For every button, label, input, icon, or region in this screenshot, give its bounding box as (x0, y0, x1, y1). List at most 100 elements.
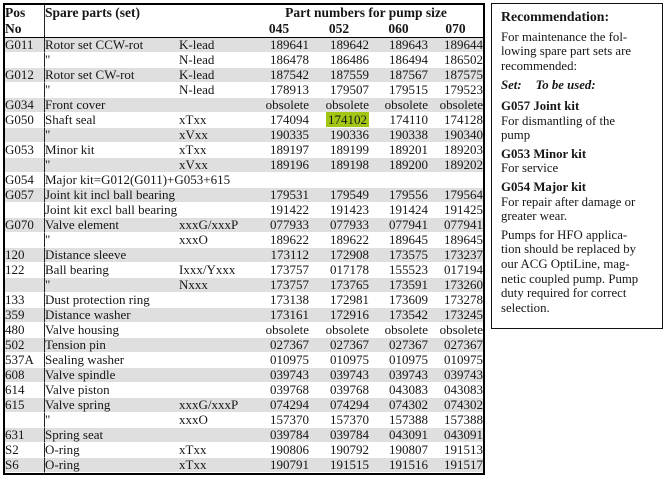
part-number-cell-060 (369, 173, 428, 188)
table-row: 608 Valve spindle 039743 039743 039743 0… (5, 368, 483, 383)
table-row: G057 Joint kit incl ball bearing 179531 … (5, 188, 483, 203)
part-number-cell-070: 173237 (428, 248, 483, 263)
part-number-cell-070: 174128 (428, 113, 483, 128)
part-number-cell-045: 039743 (249, 368, 309, 383)
part-number-cell-060: 173542 (369, 308, 428, 323)
part-number-cell-045: 187542 (249, 68, 309, 83)
part-number-cell-060: 186494 (369, 53, 428, 68)
pos-no-cell (5, 233, 45, 248)
part-number-value: 190792 (330, 442, 369, 457)
part-number-value: 027367 (330, 337, 369, 352)
variant-cell (179, 338, 249, 353)
part-number-cell-060: 173591 (369, 278, 428, 293)
table-row: S6 O-ring xTxx 190791 191515 191516 1915… (5, 458, 483, 473)
part-number-cell-052: 074294 (309, 398, 369, 413)
part-number-value: 027367 (444, 337, 483, 352)
part-number-value: 010975 (389, 352, 428, 367)
part-number-value: 179507 (330, 82, 369, 97)
pos-no-cell: 631 (5, 428, 45, 443)
part-number-cell-045: 191422 (249, 203, 309, 218)
pos-no-cell: G053 (5, 143, 45, 158)
part-number-cell-052: 179549 (309, 188, 369, 203)
pos-no-cell: 537A (5, 353, 45, 368)
part-number-value: 077933 (330, 217, 369, 232)
part-name-cell: Shaft seal (45, 113, 179, 128)
pos-no-cell (5, 128, 45, 143)
part-number-value: obsolete (325, 322, 369, 337)
pos-no-cell (5, 83, 45, 98)
part-number-value: 191516 (389, 457, 428, 472)
part-number-cell-060: 190807 (369, 443, 428, 458)
part-number-value: 179556 (389, 187, 428, 202)
part-number-value: obsolete (325, 97, 369, 112)
part-name-cell: Valve element (45, 218, 179, 233)
part-number-value: 173757 (270, 277, 309, 292)
part-number-cell-045: 190335 (249, 128, 309, 143)
variant-cell (179, 308, 249, 323)
part-name-cell: " (45, 233, 179, 248)
part-name-cell: O-ring (45, 443, 179, 458)
part-number-cell-060: 027367 (369, 338, 428, 353)
part-number-cell-060: 191424 (369, 203, 428, 218)
part-number-value: 187542 (270, 67, 309, 82)
table-row: G034 Front cover obsolete obsolete obsol… (5, 98, 483, 113)
variant-cell (179, 323, 249, 338)
part-number-value: 039743 (389, 367, 428, 382)
part-number-value: 179549 (330, 187, 369, 202)
table-row: Joint kit excl ball bearing 191422 19142… (5, 203, 483, 218)
part-number-cell-060: 173575 (369, 248, 428, 263)
table-row: 359 Distance washer 173161 172916 173542… (5, 308, 483, 323)
part-number-cell-060: 174110 (369, 113, 428, 128)
part-number-cell-070: 191425 (428, 203, 483, 218)
part-number-value: 043083 (389, 382, 428, 397)
part-number-cell-045: 010975 (249, 353, 309, 368)
variant-cell (179, 203, 249, 218)
part-number-cell-052: 172981 (309, 293, 369, 308)
part-number-value: 157388 (389, 412, 428, 427)
table-row: G011 Rotor set CCW-rot K-lead 189641 189… (5, 38, 483, 53)
part-number-value: 189643 (389, 37, 428, 52)
part-number-cell-045: 178913 (249, 83, 309, 98)
part-number-value: 191517 (444, 457, 483, 472)
part-number-cell-070: 043091 (428, 428, 483, 443)
part-number-cell-060: 173609 (369, 293, 428, 308)
part-number-value: obsolete (439, 97, 483, 112)
pos-no-cell (5, 203, 45, 218)
part-number-cell-052: 191515 (309, 458, 369, 473)
part-name-cell: " (45, 278, 179, 293)
part-name-cell: " (45, 83, 179, 98)
kit-name: G053 Minor kit (501, 146, 587, 161)
part-number-cell-052: 191423 (309, 203, 369, 218)
part-number-cell-052: 189198 (309, 158, 369, 173)
part-number-cell-045: 189197 (249, 143, 309, 158)
pos-no-cell: S2 (5, 443, 45, 458)
part-number-value: 043083 (444, 382, 483, 397)
part-number-cell-052: 190792 (309, 443, 369, 458)
part-number-value: 191425 (444, 202, 483, 217)
part-number-value: 027367 (270, 337, 309, 352)
part-number-value: 189201 (389, 142, 428, 157)
part-name-cell: Valve piston (45, 383, 179, 398)
part-number-cell-060: 191516 (369, 458, 428, 473)
variant-cell: N-lead (179, 53, 249, 68)
part-name-cell: " (45, 128, 179, 143)
part-number-value: 190791 (270, 457, 309, 472)
part-number-cell-070: 189202 (428, 158, 483, 173)
col-header-part-numbers: Part numbers for pump size (249, 5, 483, 21)
part-number-cell-070: 039743 (428, 368, 483, 383)
part-number-value: 190335 (270, 127, 309, 142)
part-number-value: 077933 (270, 217, 309, 232)
part-number-value: obsolete (384, 322, 428, 337)
part-number-cell-060: obsolete (369, 98, 428, 113)
part-number-cell-052: obsolete (309, 323, 369, 338)
recommended-kit: G057 Joint kit For dismantling of the pu… (501, 99, 654, 143)
set-to-be-used-line: Set: To be used: (501, 78, 654, 93)
part-name-cell: O-ring (45, 458, 179, 473)
part-number-cell-045 (249, 173, 309, 188)
part-number-value: 157388 (444, 412, 483, 427)
part-number-cell-070: 189203 (428, 143, 483, 158)
part-number-value: 187575 (444, 67, 483, 82)
kit-name: G054 Major kit (501, 179, 587, 194)
table-row: 122 Ball bearing Ixxx/Yxxx 173757 017178… (5, 263, 483, 278)
